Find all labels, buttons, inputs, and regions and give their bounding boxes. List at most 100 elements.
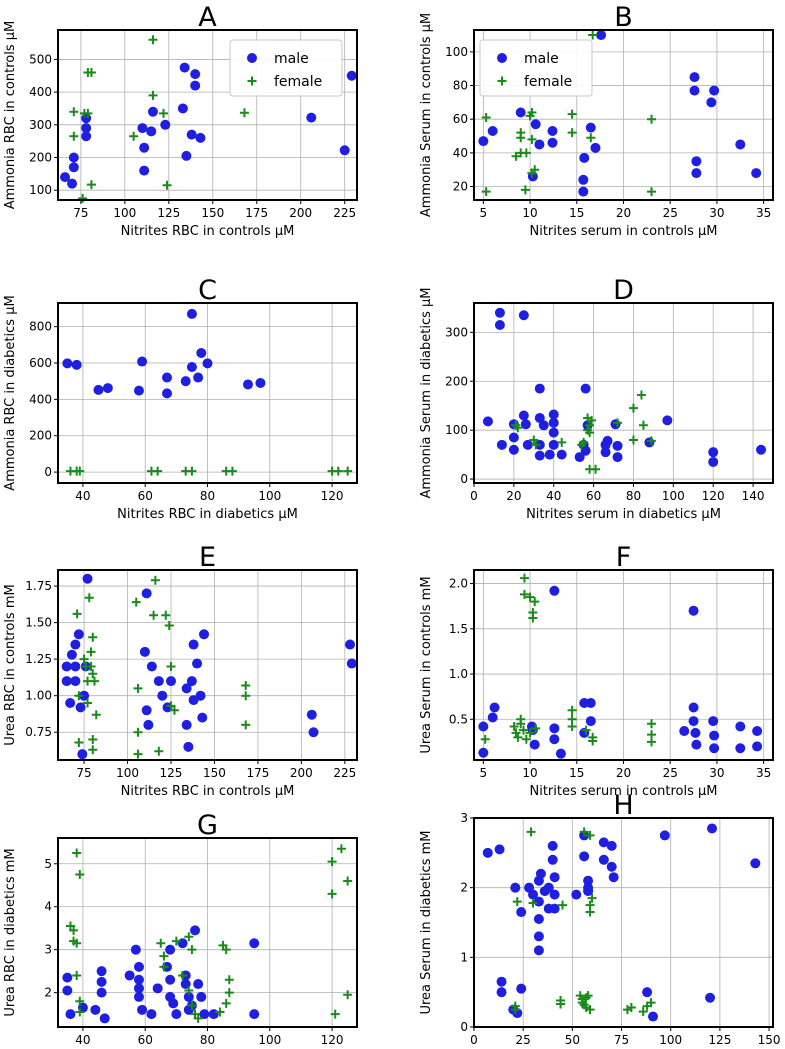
point-male	[535, 868, 546, 879]
point-female	[585, 830, 595, 840]
point-male	[177, 103, 188, 114]
point-male	[706, 97, 717, 108]
point-male	[533, 914, 544, 925]
point-male	[547, 137, 558, 148]
y-axis-label: Urea RBC in controls mM	[3, 584, 18, 745]
point-male	[494, 307, 505, 318]
point-female	[647, 737, 657, 747]
point-male	[196, 348, 207, 358]
point-male	[549, 889, 560, 900]
legend-label-female: female	[524, 74, 572, 90]
x-axis-label: Nitrites serum in controls μM	[530, 784, 718, 799]
point-female	[579, 437, 589, 447]
panel-H: 02550751001251500123HNitrites serum in d…	[419, 790, 781, 1047]
point-female	[647, 114, 657, 124]
point-female	[527, 134, 537, 144]
y-tick-label: 0	[44, 465, 52, 479]
point-male	[708, 447, 719, 458]
point-female	[88, 735, 98, 745]
point-female	[133, 749, 143, 759]
y-tick-label: 3	[44, 943, 52, 957]
point-male	[612, 440, 623, 451]
point-male	[679, 726, 690, 737]
panel-title: B	[614, 2, 633, 33]
point-female	[530, 597, 540, 607]
point-male	[147, 106, 158, 117]
point-male	[690, 727, 701, 738]
y-tick-label: 1.5	[449, 622, 468, 636]
point-female	[567, 128, 577, 138]
panel-F: 5 10 15 20 25 30 35 0.5 1.0 1.5 2.0 F Nitrites serum…	[419, 542, 774, 799]
y-tick-label: 100	[445, 423, 468, 437]
x-tick-label: 125	[708, 1033, 731, 1047]
point-male	[186, 362, 197, 372]
point-female	[336, 844, 346, 854]
point-male	[708, 716, 719, 727]
point-male	[165, 944, 176, 955]
point-male	[65, 1009, 76, 1020]
point-male	[196, 991, 207, 1002]
point-female	[558, 900, 568, 910]
point-female	[557, 437, 567, 447]
point-male	[139, 165, 150, 176]
point-male	[139, 142, 150, 153]
point-male	[590, 142, 601, 153]
point-female	[79, 654, 89, 664]
x-tick-label: 140	[742, 489, 765, 503]
x-tick-label: 40	[546, 489, 561, 503]
point-male	[482, 416, 493, 427]
point-female	[528, 898, 538, 908]
point-female	[587, 415, 597, 425]
point-male	[518, 310, 529, 321]
point-female	[221, 945, 231, 955]
point-female	[588, 736, 598, 746]
point-male	[580, 383, 591, 394]
point-male	[249, 938, 260, 949]
x-tick-label: 35	[756, 766, 771, 780]
point-female	[241, 691, 251, 701]
y-axis-label: Ammonia Serum in diabetics μM	[419, 287, 434, 498]
point-female	[638, 1007, 648, 1017]
point-male	[478, 747, 489, 758]
y-axis-label: Ammonia Serum in controls μM	[419, 13, 434, 217]
point-male	[688, 716, 699, 727]
point-female	[150, 575, 160, 585]
y-axis-label: Urea Serum in controls mM	[419, 576, 434, 753]
point-female	[647, 719, 657, 729]
point-female	[529, 435, 539, 445]
point-male	[181, 683, 192, 694]
point-female	[72, 609, 82, 619]
point-male	[707, 823, 718, 834]
point-female	[164, 621, 174, 631]
point-female	[75, 996, 85, 1006]
point-female	[567, 109, 577, 119]
panel-E: 75 100 125 150 175 200 225 0.75 1.00 1.25 1.50 1.75…	[3, 542, 358, 799]
point-male	[102, 383, 113, 394]
point-male	[709, 743, 720, 754]
point-male	[610, 419, 621, 430]
point-male	[691, 739, 702, 750]
point-male	[543, 882, 554, 893]
point-female	[169, 705, 179, 715]
point-male	[306, 112, 317, 123]
point-male	[81, 131, 92, 142]
point-male	[662, 415, 673, 426]
point-male	[153, 676, 164, 687]
point-female	[88, 669, 98, 679]
point-male	[171, 1009, 182, 1020]
point-female	[72, 938, 82, 948]
point-male	[518, 410, 529, 421]
x-tick-label: 150	[203, 766, 226, 780]
point-female	[133, 683, 143, 693]
point-male	[137, 123, 148, 134]
point-female	[74, 737, 84, 747]
point-female	[556, 999, 566, 1009]
point-male	[648, 1011, 659, 1022]
y-tick-label: 800	[29, 320, 52, 334]
panel-title: G	[197, 810, 218, 841]
point-male	[579, 851, 590, 862]
y-axis-label: Ammonia RBC in diabetics μM	[3, 295, 18, 490]
point-male	[61, 661, 72, 672]
point-female	[519, 589, 529, 599]
point-male	[547, 840, 558, 851]
